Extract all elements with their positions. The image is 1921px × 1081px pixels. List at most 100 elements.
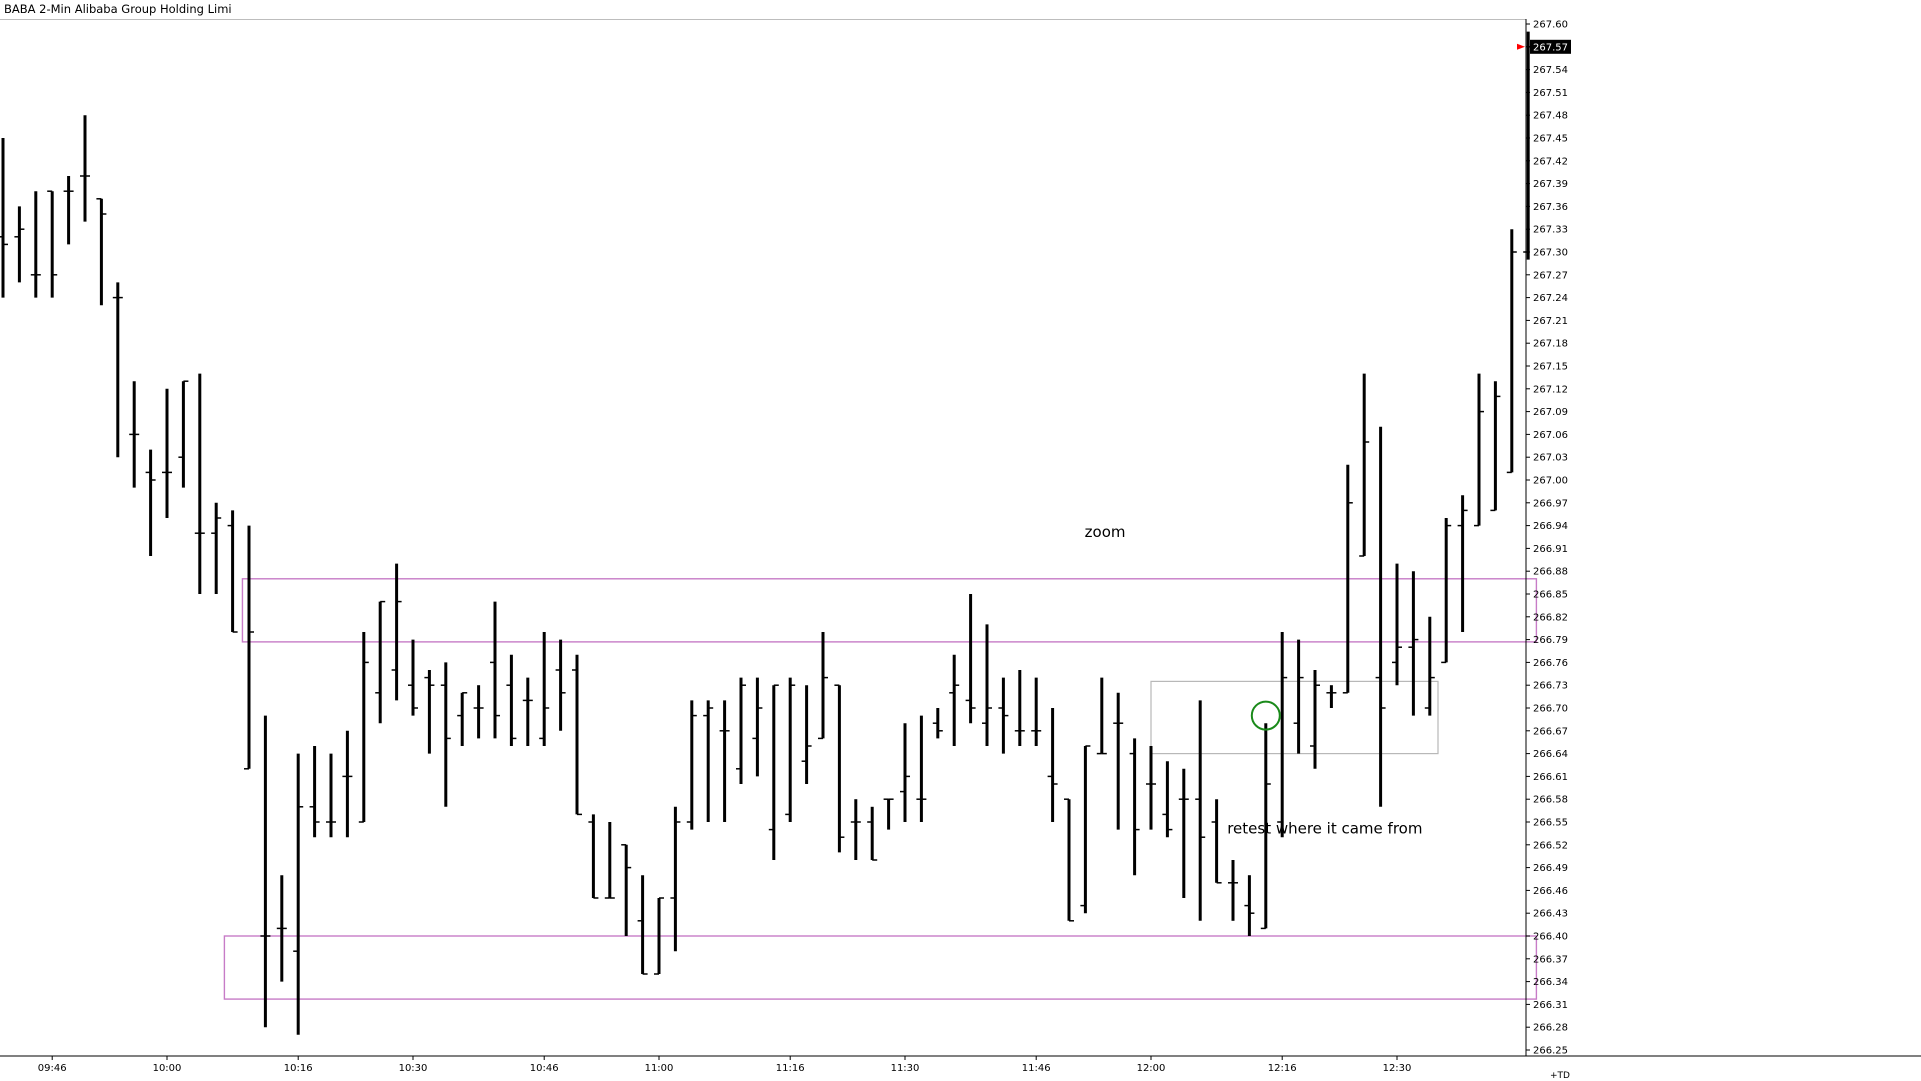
y-tick-label: 266.46 [1533, 886, 1568, 897]
y-tick-label: 267.45 [1533, 134, 1568, 145]
axes-layer: 267.60 267.57 267.54 267.51 267.48 267.45 267.… [0, 19, 1921, 1074]
y-tick-label: 266.37 [1533, 954, 1568, 965]
ohlc-bar [539, 632, 550, 746]
ohlc-bar [391, 563, 402, 701]
ohlc-bar [801, 685, 812, 784]
y-tick-label: 267.15 [1533, 362, 1568, 373]
y-tick-label: 266.79 [1533, 635, 1568, 646]
ohlc-bar [1047, 708, 1058, 822]
ohlc-bar [703, 700, 714, 822]
y-tick-label: 266.85 [1533, 590, 1568, 601]
y-tick-label: 267.18 [1533, 339, 1568, 350]
ohlc-bar [1474, 373, 1484, 527]
ohlc-bar [1359, 373, 1370, 557]
x-tick-label: 11:46 [1022, 1063, 1051, 1074]
ohlc-bar [424, 670, 435, 754]
y-tick-label: 266.28 [1533, 1023, 1568, 1034]
ohlc-bar [490, 601, 500, 739]
x-tick-label: 09:46 [38, 1063, 67, 1074]
ohlc-bar [506, 654, 517, 746]
ohlc-bar [768, 684, 779, 860]
ohlc-bar [850, 799, 861, 860]
ohlc-bar [932, 708, 943, 739]
ohlc-bar [1146, 746, 1156, 830]
x-tick-label: 10:00 [153, 1063, 182, 1074]
ohlc-bar [1523, 31, 1534, 260]
y-tick-label: 266.88 [1533, 567, 1568, 578]
retest-circle [1250, 700, 1281, 731]
y-tick-label: 266.73 [1533, 681, 1568, 692]
annotations-layer: zoom retest where it came from [1085, 523, 1423, 837]
ohlc-bar [309, 746, 320, 838]
ohlc-bar [1408, 571, 1419, 716]
ohlc-bar [1277, 632, 1288, 838]
ohlc-bar [1506, 229, 1517, 474]
ohlc-bar [1424, 616, 1435, 716]
ohlc-bar [112, 282, 123, 458]
ohlc-bar [96, 198, 107, 306]
y-tick-label: 267.33 [1533, 225, 1568, 236]
x-tick-label: 10:16 [284, 1063, 313, 1074]
ohlc-bar [1113, 692, 1124, 830]
y-tick-label: 266.34 [1533, 977, 1568, 988]
y-tick-label: 267.30 [1533, 248, 1568, 259]
y-tick-label: 266.76 [1533, 658, 1568, 669]
ohlc-bar [916, 715, 927, 822]
ohlc-bar [14, 206, 25, 283]
y-tick-label: 267.09 [1533, 407, 1568, 418]
annotation-label: zoom [1085, 523, 1126, 541]
y-tick-label: 267.03 [1533, 453, 1568, 464]
ohlc-bar [162, 388, 172, 518]
ohlc-bars [0, 31, 1534, 1035]
ohlc-bar [1244, 875, 1255, 936]
ohlc-bar [686, 700, 697, 830]
y-tick-label: 267.24 [1533, 293, 1568, 304]
y-tick-label: 266.31 [1533, 1000, 1568, 1011]
ohlc-bar [818, 632, 828, 740]
ohlc-bar [47, 190, 58, 298]
ohlc-bar [1342, 464, 1353, 694]
ohlc-bar [408, 639, 418, 716]
ohlc-bar [178, 380, 189, 488]
annotation-label: retest where it came from [1227, 819, 1422, 837]
ohlc-bar [719, 700, 730, 822]
y-tick-label: 266.61 [1533, 772, 1568, 783]
y-tick-label: 266.70 [1533, 704, 1568, 715]
y-tick-label: 266.82 [1533, 612, 1568, 623]
ohlc-bar [1129, 738, 1140, 876]
ohlc-bar [588, 814, 599, 899]
ohlc-bar [145, 449, 156, 556]
ohlc-bar [244, 525, 254, 770]
ohlc-bar [276, 875, 287, 982]
ohlc-bar [736, 677, 746, 784]
ohlc-bar [965, 594, 976, 724]
ohlc-bar [342, 730, 353, 838]
x-tick-label: 12:16 [1268, 1063, 1297, 1074]
ohlc-bar [358, 632, 369, 823]
ohlc-bar [1211, 799, 1222, 884]
y-tick-label: 266.52 [1533, 840, 1568, 851]
y-tick-label: 267.39 [1533, 179, 1568, 190]
y-tick-label: 267.60 [1533, 20, 1568, 31]
ohlc-bar [0, 138, 8, 298]
ohlc-bar [900, 723, 910, 822]
y-tick-label: 266.55 [1533, 818, 1568, 829]
ohlc-bar [998, 677, 1009, 754]
ohlc-bar [1457, 495, 1468, 632]
ohlc-bar [1195, 700, 1206, 921]
y-tick-label: 266.91 [1533, 544, 1568, 555]
x-tick-label: 12:30 [1383, 1063, 1412, 1074]
y-tick-label: 267.21 [1533, 316, 1568, 327]
y-tick-label: 266.97 [1533, 498, 1568, 509]
y-tick-label: 267.00 [1533, 476, 1568, 487]
ohlc-bar [1080, 745, 1091, 914]
ohlc-bar [670, 806, 681, 952]
ohlc-bar [1310, 670, 1320, 769]
ohlc-bar [522, 677, 533, 746]
y-tick-label: 267.54 [1533, 65, 1568, 76]
ohlc-bar [129, 381, 140, 488]
ohlc-bar [949, 654, 960, 746]
corner-label: +TD [1550, 1071, 1570, 1081]
